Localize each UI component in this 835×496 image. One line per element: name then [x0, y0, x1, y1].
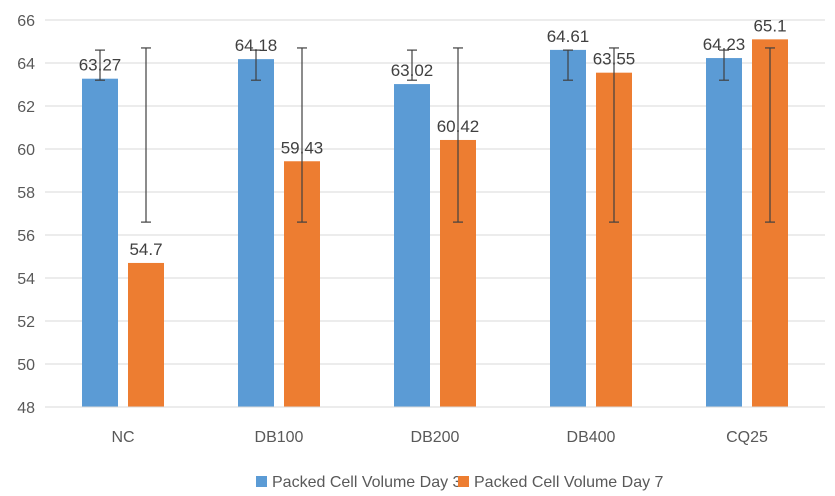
y-tick-label: 50	[17, 357, 35, 374]
error-bar	[251, 49, 261, 81]
data-label: 64.61	[547, 27, 590, 46]
bars-group	[82, 39, 788, 408]
y-tick-label: 48	[17, 400, 35, 417]
y-axis: 48 50 52 54 56 58 60 62 64 66	[17, 13, 35, 417]
error-bar	[95, 49, 105, 81]
error-bar	[453, 47, 463, 223]
x-tick-label: DB400	[567, 429, 616, 446]
data-label: 60.42	[437, 117, 480, 136]
data-label: 65.1	[753, 16, 786, 35]
error-bar	[407, 49, 417, 81]
data-label: 64.18	[235, 36, 278, 55]
y-tick-label: 56	[17, 228, 35, 245]
error-bar	[719, 49, 729, 81]
x-axis: NC DB100 DB200 DB400 CQ25	[45, 406, 825, 446]
error-bars-group	[95, 47, 775, 223]
x-tick-label: DB200	[411, 429, 460, 446]
error-bar	[297, 47, 307, 223]
y-tick-label: 62	[17, 99, 35, 116]
y-tick-label: 66	[17, 13, 35, 30]
legend-swatch	[256, 476, 267, 487]
legend-label: Packed Cell Volume Day 3	[272, 474, 462, 491]
error-bar	[563, 49, 573, 81]
y-tick-label: 52	[17, 314, 35, 331]
legend-label: Packed Cell Volume Day 7	[474, 474, 664, 491]
error-bar	[765, 47, 775, 223]
day3-bar-db400	[550, 49, 586, 407]
error-bar	[609, 47, 619, 223]
x-tick-label: DB100	[255, 429, 304, 446]
day3-bar-db100	[238, 59, 274, 407]
y-tick-label: 60	[17, 142, 35, 159]
y-tick-label: 64	[17, 56, 35, 73]
x-tick-label: NC	[111, 429, 134, 446]
legend-item: Packed Cell Volume Day 3	[256, 474, 462, 491]
day3-bar-db200	[394, 84, 430, 407]
day3-bar-cq25	[706, 58, 742, 408]
data-label: 64.23	[703, 35, 746, 54]
legend-item: Packed Cell Volume Day 7	[458, 474, 664, 491]
x-tick-label: CQ25	[726, 429, 768, 446]
data-label: 59.43	[281, 138, 324, 157]
legend: Packed Cell Volume Day 3 Packed Cell Volu…	[256, 474, 664, 491]
error-bar	[141, 47, 151, 223]
legend-swatch	[458, 476, 469, 487]
day3-bar-nc	[82, 78, 118, 407]
data-label: 54.7	[129, 240, 162, 259]
data-label: 63.02	[391, 61, 434, 80]
day7-bar-nc	[128, 262, 164, 407]
gridlines	[45, 19, 825, 408]
y-tick-label: 58	[17, 185, 35, 202]
y-tick-label: 54	[17, 271, 35, 288]
data-label: 63.27	[79, 56, 122, 75]
data-label: 63.55	[593, 50, 636, 69]
